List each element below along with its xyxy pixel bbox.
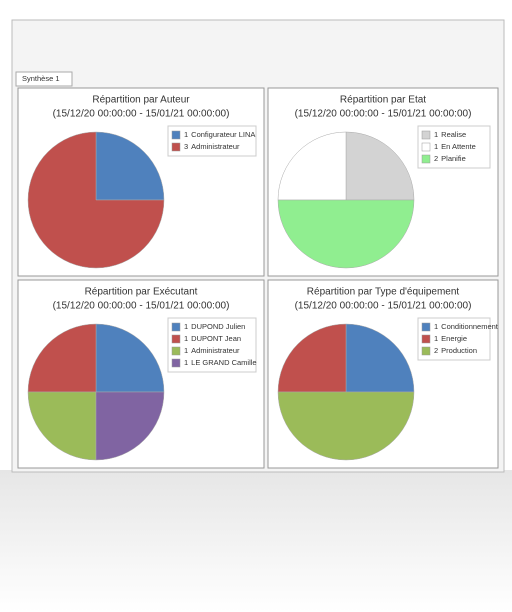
legend-entry: 1 Energie [434, 334, 467, 343]
pie-slice [95, 391, 165, 461]
legend-swatch [171, 130, 181, 140]
legend-swatch [421, 322, 431, 332]
chart-subtitle: (15/12/20 00:00:00 - 15/01/21 00:00:00) [53, 301, 230, 312]
chart-subtitle: (15/12/20 00:00:00 - 15/01/21 00:00:00) [53, 109, 230, 120]
legend-value: 1 [184, 322, 188, 331]
legend-label: Production [441, 346, 477, 355]
legend-label: Realise [441, 130, 466, 139]
pie-slice [277, 391, 415, 461]
legend-entry: 2 Planifie [434, 154, 466, 163]
pie-slice [345, 323, 415, 393]
pie-slice [95, 323, 165, 393]
legend-entry: 2 Production [434, 346, 477, 355]
pie-slice [277, 131, 347, 201]
legend-value: 1 [184, 130, 188, 139]
legend-entry: 1 En Attente [434, 142, 476, 151]
reflection-floor [0, 470, 512, 612]
legend-value: 1 [184, 358, 188, 367]
legend-label: Planifie [441, 154, 466, 163]
legend-swatch [171, 346, 181, 356]
pie-slice [27, 131, 165, 269]
legend-box [167, 125, 257, 157]
legend-label: Administrateur [191, 142, 240, 151]
legend-value: 1 [184, 334, 188, 343]
pie-slice [27, 323, 97, 393]
chart-title: Répartition par Etat [340, 95, 426, 106]
legend-value: 2 [434, 346, 438, 355]
legend-swatch [421, 130, 431, 140]
legend-value: 1 [434, 130, 438, 139]
legend-value: 2 [434, 154, 438, 163]
legend-swatch [421, 142, 431, 152]
legend-value: 1 [434, 334, 438, 343]
legend-entry: 1 Administrateur [184, 346, 240, 355]
legend-entry: 3 Administrateur [184, 142, 240, 151]
pie-slice [345, 131, 415, 201]
legend-value: 3 [184, 142, 188, 151]
legend-swatch [171, 358, 181, 368]
legend-label: Administrateur [191, 346, 240, 355]
legend-label: Configurateur LINA [191, 130, 255, 139]
chart-title: Répartition par Type d'équipement [307, 287, 460, 298]
legend-value: 1 [434, 322, 438, 331]
legend-label: Conditionnement [441, 322, 499, 331]
legend-label: En Attente [441, 142, 476, 151]
legend-swatch [171, 322, 181, 332]
pie-slice [27, 391, 97, 461]
legend-value: 1 [434, 142, 438, 151]
legend-entry: 1 LE GRAND Camille [184, 358, 257, 367]
legend-swatch [421, 346, 431, 356]
legend-label: LE GRAND Camille [191, 358, 256, 367]
legend-swatch [171, 334, 181, 344]
legend-entry: 1 Configurateur LINA [184, 130, 255, 139]
legend-entry: 1 DUPONT Jean [184, 334, 241, 343]
pie-slice [95, 131, 165, 201]
legend-label: DUPOND Julien [191, 322, 245, 331]
legend-box [167, 317, 257, 373]
legend-value: 1 [184, 346, 188, 355]
legend-entry: 1 Conditionnement [434, 322, 499, 331]
legend-entry: 1 Realise [434, 130, 466, 139]
chart-subtitle: (15/12/20 00:00:00 - 15/01/21 00:00:00) [295, 109, 472, 120]
legend-swatch [421, 154, 431, 164]
legend-swatch [171, 142, 181, 152]
legend-label: DUPONT Jean [191, 334, 241, 343]
legend-label: Energie [441, 334, 467, 343]
pie-slice [277, 323, 347, 393]
legend-swatch [421, 334, 431, 344]
chart-title: Répartition par Auteur [92, 95, 190, 106]
pie-slice [277, 199, 415, 269]
chart-title: Répartition par Exécutant [85, 287, 198, 298]
tab[interactable] [15, 71, 73, 87]
legend-entry: 1 DUPOND Julien [184, 322, 245, 331]
tab-label[interactable]: Synthèse 1 [22, 74, 60, 83]
chart-subtitle: (15/12/20 00:00:00 - 15/01/21 00:00:00) [295, 301, 472, 312]
